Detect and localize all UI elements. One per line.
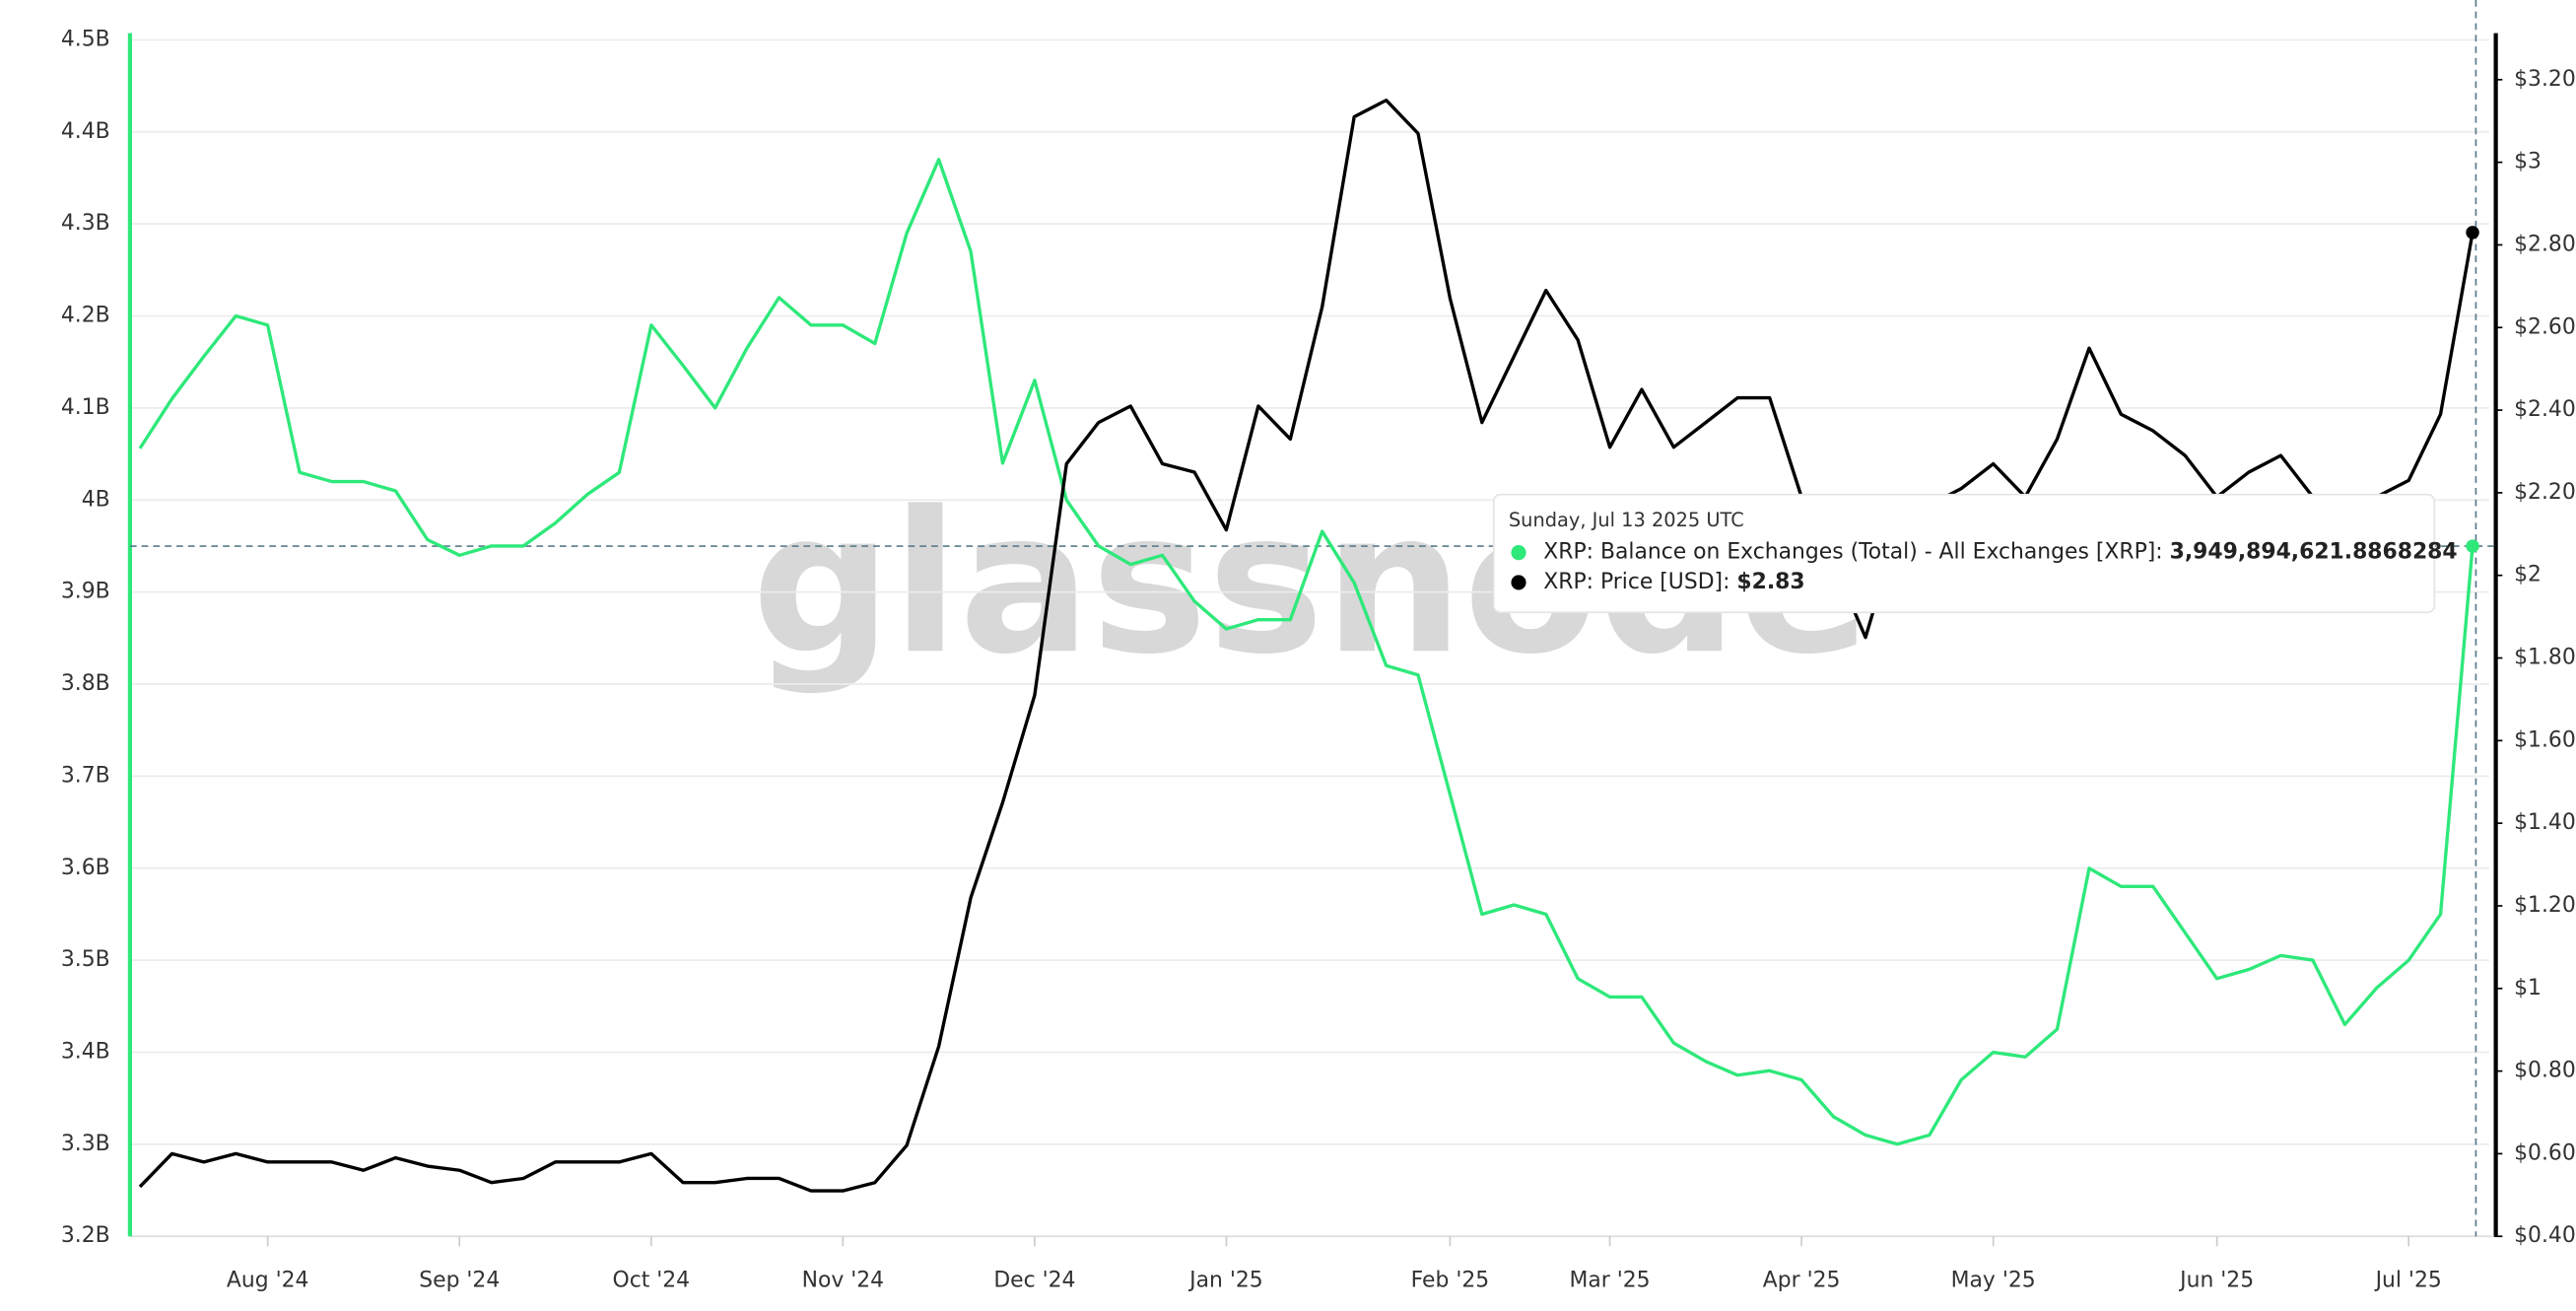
- tooltip-series-name: XRP: Price [USD]: [1543, 570, 1723, 594]
- tooltip-title: Sunday, Jul 13 2025 UTC: [1509, 509, 1744, 531]
- tooltip-box: [1492, 493, 2436, 614]
- y-tick-label: 4.2B: [61, 304, 110, 328]
- x-tick-label: Jun '25: [2178, 1269, 2254, 1293]
- last-point: [2466, 226, 2479, 240]
- tooltip-entry: XRP: Price [USD]: $2.83: [1543, 570, 1804, 594]
- y-tick-label: 3.6B: [61, 856, 110, 880]
- tooltip-series-name: XRP: Balance on Exchanges (Total) - All …: [1543, 540, 2155, 565]
- y-tick-label: 3.3B: [61, 1132, 110, 1156]
- y-tick-label: 3.5B: [61, 947, 110, 972]
- x-tick-label: Dec '24: [993, 1269, 1075, 1293]
- series-line: [138, 99, 2474, 1193]
- x-tick-label: Oct '24: [612, 1269, 690, 1293]
- x-tick-label: Jan '25: [1187, 1269, 1263, 1293]
- tooltip-value: $2.83: [1736, 570, 1804, 594]
- y-tick-label: 4.1B: [61, 395, 110, 420]
- last-point: [2466, 539, 2479, 553]
- y-tick-label: 3.7B: [61, 763, 110, 788]
- y2-tick-label: $1.80: [2514, 646, 2576, 670]
- x-tick-label: Jul '25: [2374, 1269, 2442, 1293]
- x-tick-label: Feb '25: [1411, 1269, 1490, 1293]
- tooltip-dot: [1511, 545, 1526, 561]
- x-tick-label: Sep '24: [419, 1269, 500, 1293]
- y-tick-label: 4.5B: [61, 27, 110, 51]
- x-tick-label: May '25: [1951, 1269, 2036, 1293]
- tooltip-sep: :: [2155, 540, 2169, 565]
- y2-tick-label: $1.60: [2514, 727, 2576, 752]
- x-tick-label: Apr '25: [1763, 1269, 1841, 1293]
- tooltip-sep: :: [1723, 570, 1736, 594]
- y2-tick-label: $3.20: [2514, 67, 2576, 92]
- x-tick-label: Mar '25: [1570, 1269, 1651, 1293]
- y-tick-label: 3.4B: [61, 1039, 110, 1064]
- y2-tick-label: $1.40: [2514, 810, 2576, 835]
- y2-tick-label: $2.60: [2514, 314, 2576, 339]
- y-tick-label: 4.4B: [61, 119, 110, 144]
- y-tick-label: 3.9B: [61, 580, 110, 604]
- y2-tick-label: $0.60: [2514, 1140, 2576, 1165]
- y2-tick-label: $0.80: [2514, 1059, 2576, 1083]
- series-line: [138, 158, 2474, 1146]
- y2-tick-label: $1: [2514, 976, 2542, 1000]
- tooltip-entry: XRP: Balance on Exchanges (Total) - All …: [1543, 540, 2457, 565]
- y-tick-label: 3.2B: [61, 1223, 110, 1248]
- x-tick-label: Aug '24: [227, 1269, 309, 1293]
- y2-tick-label: $2.80: [2514, 232, 2576, 256]
- x-tick-label: Nov '24: [802, 1269, 885, 1293]
- y-tick-label: 4.3B: [61, 211, 110, 236]
- y2-tick-label: $2: [2514, 563, 2542, 587]
- y2-tick-label: $0.40: [2514, 1223, 2576, 1248]
- tooltip-value: 3,949,894,621.8868284: [2170, 540, 2458, 565]
- y2-tick-label: $3: [2514, 150, 2542, 174]
- tooltip-dot: [1511, 575, 1526, 590]
- y2-tick-label: $1.20: [2514, 893, 2576, 918]
- y2-tick-label: $2.40: [2514, 397, 2576, 422]
- y2-tick-label: $2.20: [2514, 480, 2576, 505]
- y-tick-label: 3.8B: [61, 671, 110, 696]
- y-tick-label: 4B: [82, 487, 110, 512]
- tooltip: Sunday, Jul 13 2025 UTC XRP: Balance on E…: [1492, 493, 2458, 614]
